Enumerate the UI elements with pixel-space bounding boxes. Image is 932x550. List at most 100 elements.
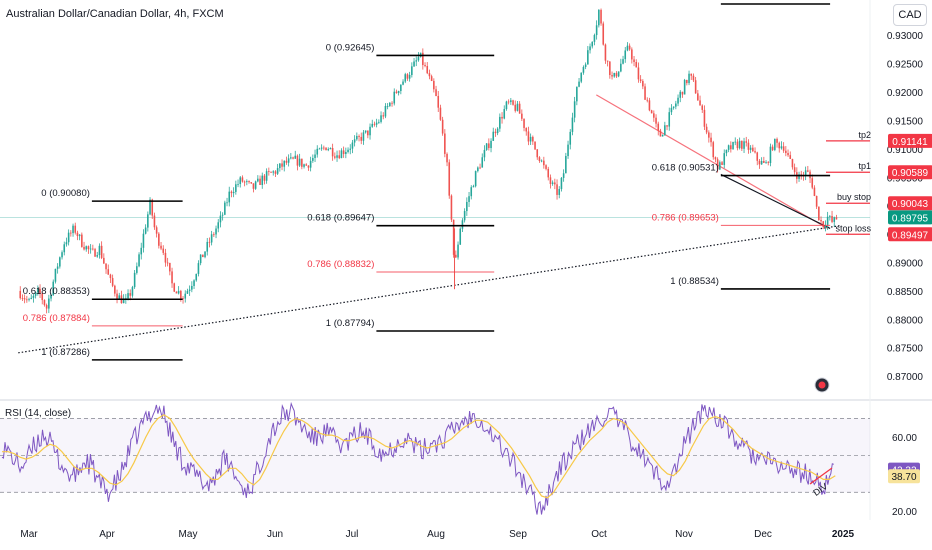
candle-body: [547, 169, 549, 177]
candle-body: [138, 254, 140, 266]
fib-level-label: 1 (0.88534): [670, 276, 719, 287]
candle-body: [418, 57, 420, 60]
candle-body: [578, 82, 580, 87]
candle-body: [88, 246, 90, 249]
candle-body: [523, 119, 525, 128]
candle-body: [224, 203, 226, 215]
candle-body: [424, 65, 426, 66]
candle-body: [741, 141, 743, 149]
candle-body: [70, 233, 72, 234]
fib-level-label: 0 (0.90080): [41, 188, 90, 199]
candle-body: [684, 80, 686, 95]
candle-body: [363, 132, 365, 140]
candle-body: [255, 181, 257, 188]
candle-body: [63, 244, 65, 252]
candle-body: [536, 149, 538, 157]
candle-body: [591, 42, 593, 47]
candle-body: [693, 76, 695, 81]
candle-body: [459, 229, 461, 245]
time-tick-label: Mar: [20, 529, 38, 540]
price-tick-label: 0.87500: [887, 344, 924, 355]
candle-body: [501, 117, 503, 119]
currency-button[interactable]: CAD: [893, 4, 927, 26]
price-tick-label: 0.88000: [887, 315, 924, 326]
fib-level-label: 1 (0.87794): [326, 318, 375, 329]
candle-body: [358, 136, 360, 137]
candle-body: [239, 177, 241, 184]
candle-body: [169, 263, 171, 272]
candle-body: [679, 92, 681, 98]
candle-body: [143, 234, 145, 248]
candle-body: [567, 145, 569, 156]
candle-body: [136, 266, 138, 273]
candle-body: [690, 74, 692, 76]
candle-body: [422, 53, 424, 65]
candle-body: [759, 161, 761, 165]
candle-body: [743, 141, 745, 149]
event-marker-dot: [819, 382, 826, 389]
time-tick-label: Aug: [427, 529, 445, 540]
candle-body: [596, 25, 598, 35]
candle-body: [778, 143, 780, 149]
candle-body: [649, 100, 651, 110]
candle-body: [811, 178, 813, 187]
candle-body: [429, 73, 431, 76]
candle-body: [228, 192, 230, 203]
candle-body: [479, 168, 481, 169]
candle-body: [609, 62, 611, 75]
candle-body: [187, 291, 189, 294]
candle-body: [451, 196, 453, 220]
time-tick-label: Apr: [99, 529, 115, 540]
candle-body: [321, 148, 323, 149]
candle-body: [277, 168, 279, 174]
trade-level-badge: 0.91141: [888, 134, 932, 148]
candle-body: [829, 216, 831, 217]
candle-body: [371, 124, 373, 127]
candle-body: [61, 252, 63, 257]
price-tick-label: 0.92500: [887, 60, 924, 71]
candle-body: [569, 132, 571, 145]
candle-body: [404, 74, 406, 81]
candle-body: [272, 171, 274, 172]
candle-body: [473, 186, 475, 187]
candle-body: [112, 278, 114, 286]
candle-body: [552, 182, 554, 183]
candle-body: [180, 291, 182, 298]
candle-body: [440, 108, 442, 120]
candle-body: [92, 249, 94, 250]
candle-body: [253, 183, 255, 188]
trade-level-badge: 0.89497: [888, 227, 932, 241]
candle-body: [530, 137, 532, 142]
candle-body: [402, 82, 404, 85]
candle-body: [770, 147, 772, 163]
candle-body: [598, 10, 600, 25]
candle-body: [781, 146, 783, 148]
candle-body: [730, 145, 732, 149]
candle-body: [103, 258, 105, 264]
candle-body: [497, 129, 499, 133]
candle-body: [248, 181, 250, 182]
candle-body: [583, 67, 585, 73]
candle-body: [145, 228, 147, 234]
candle-body: [244, 182, 246, 183]
candle-body: [831, 216, 833, 222]
candle-body: [728, 145, 730, 150]
candle-body: [171, 271, 173, 283]
candle-body: [290, 157, 292, 158]
candle-body: [640, 79, 642, 81]
candle-body: [396, 92, 398, 93]
candle-body: [539, 157, 541, 161]
candle-body: [464, 211, 466, 220]
fib-level-label: 0.618 (0.90531): [652, 163, 719, 174]
candle-body: [580, 73, 582, 82]
candle-body: [710, 138, 712, 143]
candle-body: [66, 242, 68, 244]
candle-body: [367, 131, 369, 136]
candle-body: [437, 96, 439, 108]
candle-body: [209, 242, 211, 243]
candle-body: [79, 235, 81, 236]
candle-body: [631, 49, 633, 59]
rsi-indicator-label[interactable]: RSI (14, close): [5, 408, 71, 419]
candle-body: [129, 293, 131, 296]
